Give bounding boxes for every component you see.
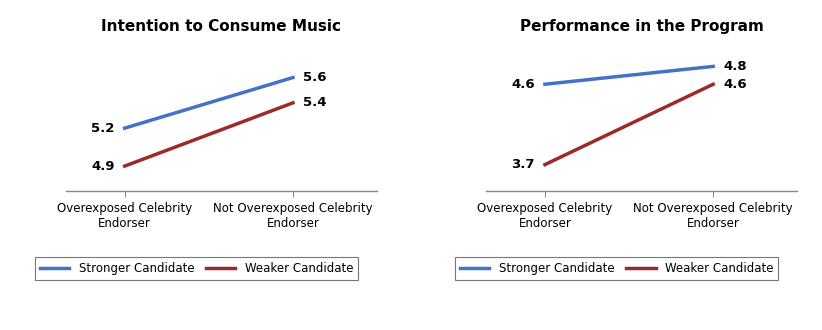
Text: 5.4: 5.4 <box>303 96 326 109</box>
Text: 3.7: 3.7 <box>511 158 535 171</box>
Text: 4.8: 4.8 <box>723 60 747 73</box>
Text: 5.2: 5.2 <box>91 122 114 135</box>
Text: 4.9: 4.9 <box>91 160 114 173</box>
Text: 4.6: 4.6 <box>723 78 747 91</box>
Legend: Stronger Candidate, Weaker Candidate: Stronger Candidate, Weaker Candidate <box>455 257 778 280</box>
Text: 5.6: 5.6 <box>303 71 326 84</box>
Title: Performance in the Program: Performance in the Program <box>520 19 764 34</box>
Title: Intention to Consume Music: Intention to Consume Music <box>101 19 341 34</box>
Text: 4.6: 4.6 <box>511 78 535 91</box>
Legend: Stronger Candidate, Weaker Candidate: Stronger Candidate, Weaker Candidate <box>35 257 358 280</box>
